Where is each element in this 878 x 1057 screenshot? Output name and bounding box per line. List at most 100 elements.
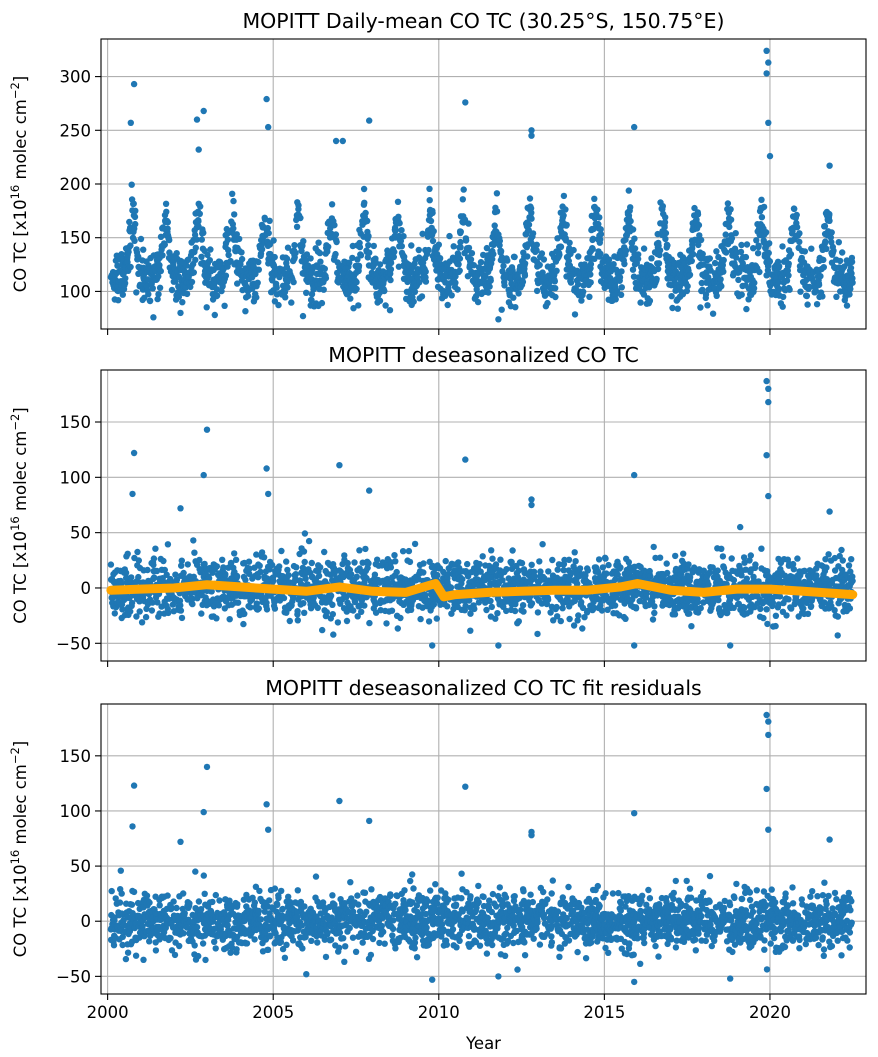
data-point (152, 947, 160, 954)
data-point (206, 257, 213, 264)
data-point (323, 609, 330, 616)
data-point (162, 200, 170, 207)
data-point (280, 594, 288, 602)
data-point (575, 612, 582, 619)
data-point (361, 602, 368, 609)
data-point (497, 248, 505, 255)
data-point (664, 242, 671, 249)
data-point (429, 209, 436, 217)
data-point (418, 293, 426, 300)
data-point (597, 236, 604, 243)
data-point (420, 560, 427, 567)
data-point (649, 616, 657, 623)
data-point (410, 298, 417, 305)
data-point (831, 607, 838, 614)
data-point (487, 277, 494, 284)
data-point (332, 250, 339, 258)
data-point (211, 311, 218, 319)
data-point (180, 890, 187, 897)
data-point (130, 449, 138, 457)
data-point (655, 260, 663, 267)
data-point (322, 274, 330, 282)
data-point (193, 116, 201, 123)
data-point (597, 250, 604, 257)
data-point (177, 309, 184, 317)
data-point (196, 210, 203, 217)
data-point (200, 471, 207, 479)
data-point (285, 572, 292, 579)
data-point (587, 279, 594, 286)
data-point (148, 607, 156, 614)
data-point (597, 226, 604, 233)
data-point (800, 605, 807, 612)
data-point (495, 642, 502, 649)
data-point (187, 283, 194, 291)
data-point (156, 902, 163, 909)
data-point (758, 214, 766, 221)
data-point (557, 243, 565, 250)
data-point (498, 306, 505, 313)
data-point (433, 615, 440, 622)
data-point (579, 625, 586, 632)
data-point (321, 265, 328, 272)
data-point (350, 607, 357, 614)
data-point (331, 221, 338, 229)
data-point (381, 287, 388, 295)
data-point (276, 273, 283, 281)
data-point (719, 553, 727, 560)
data-point (808, 245, 815, 252)
data-point (204, 251, 211, 259)
data-point (193, 236, 200, 243)
data-point (284, 244, 292, 251)
data-point (826, 217, 833, 224)
data-point (847, 285, 854, 293)
data-point (376, 261, 384, 268)
data-point (177, 505, 184, 512)
data-point (178, 614, 186, 622)
data-point (521, 272, 529, 279)
data-point (233, 572, 241, 580)
data-point (664, 569, 671, 577)
data-point (334, 619, 342, 626)
data-point (743, 241, 751, 248)
data-point (175, 293, 183, 301)
data-point (511, 253, 518, 261)
data-point (186, 900, 193, 907)
data-point (127, 263, 134, 271)
data-point (611, 602, 619, 609)
data-point (391, 552, 398, 559)
data-point (434, 572, 441, 579)
data-point (288, 299, 295, 306)
data-point (353, 573, 360, 580)
data-point (621, 260, 628, 268)
data-point (528, 496, 535, 503)
data-point (518, 559, 526, 567)
data-point (209, 898, 216, 906)
data-point (354, 256, 361, 263)
data-point (720, 268, 727, 275)
data-point (456, 267, 463, 274)
data-point (291, 242, 298, 249)
data-point (762, 229, 770, 236)
data-point (452, 273, 459, 280)
data-point (284, 284, 291, 291)
data-point (763, 452, 770, 459)
data-point (366, 117, 373, 124)
data-point (765, 492, 772, 500)
data-point (728, 555, 735, 562)
data-point (467, 256, 475, 263)
data-point (160, 557, 167, 565)
data-point (631, 123, 638, 131)
data-point (142, 613, 150, 621)
data-point (766, 240, 773, 247)
data-point (575, 253, 582, 260)
data-point (127, 242, 134, 249)
data-point (222, 570, 229, 578)
data-point (713, 292, 720, 299)
data-point (531, 573, 538, 580)
data-point (295, 202, 302, 209)
data-point (503, 566, 510, 573)
data-point (165, 609, 172, 617)
data-point (266, 217, 273, 224)
data-point (283, 255, 291, 263)
